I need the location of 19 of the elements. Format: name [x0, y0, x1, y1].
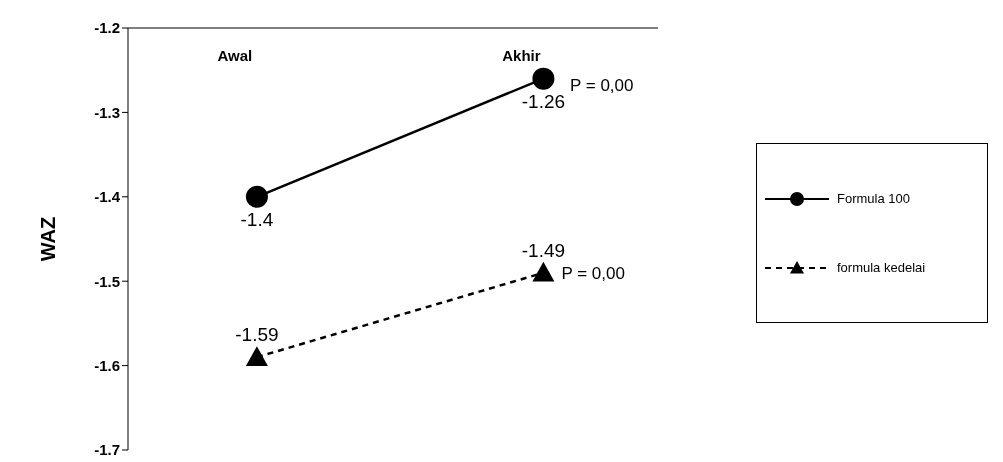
y-tick-label: -1.6 [94, 356, 120, 374]
x-tick-label: Akhir [502, 46, 541, 64]
point [245, 185, 268, 208]
data-label: -1.49 [521, 239, 566, 261]
x-tick-label: Awal [217, 46, 253, 64]
legend-label: formula kedelai [837, 260, 926, 275]
y-tick-label: -1.2 [94, 19, 120, 37]
annotation: P = 0,00 [570, 76, 634, 96]
y-tick-label: -1.4 [94, 188, 121, 206]
legend-label: Formula 100 [837, 191, 910, 206]
y-tick-label: -1.3 [94, 103, 120, 121]
y-tick-label: -1.7 [94, 441, 120, 459]
annotation: P = 0,00 [561, 263, 625, 283]
data-label: -1.4 [240, 209, 274, 231]
data-label: -1.59 [235, 324, 279, 346]
y-tick-label: -1.5 [94, 272, 120, 290]
point [532, 67, 555, 90]
data-label: -1.26 [521, 91, 566, 113]
y-axis-title: WAZ [37, 216, 60, 262]
